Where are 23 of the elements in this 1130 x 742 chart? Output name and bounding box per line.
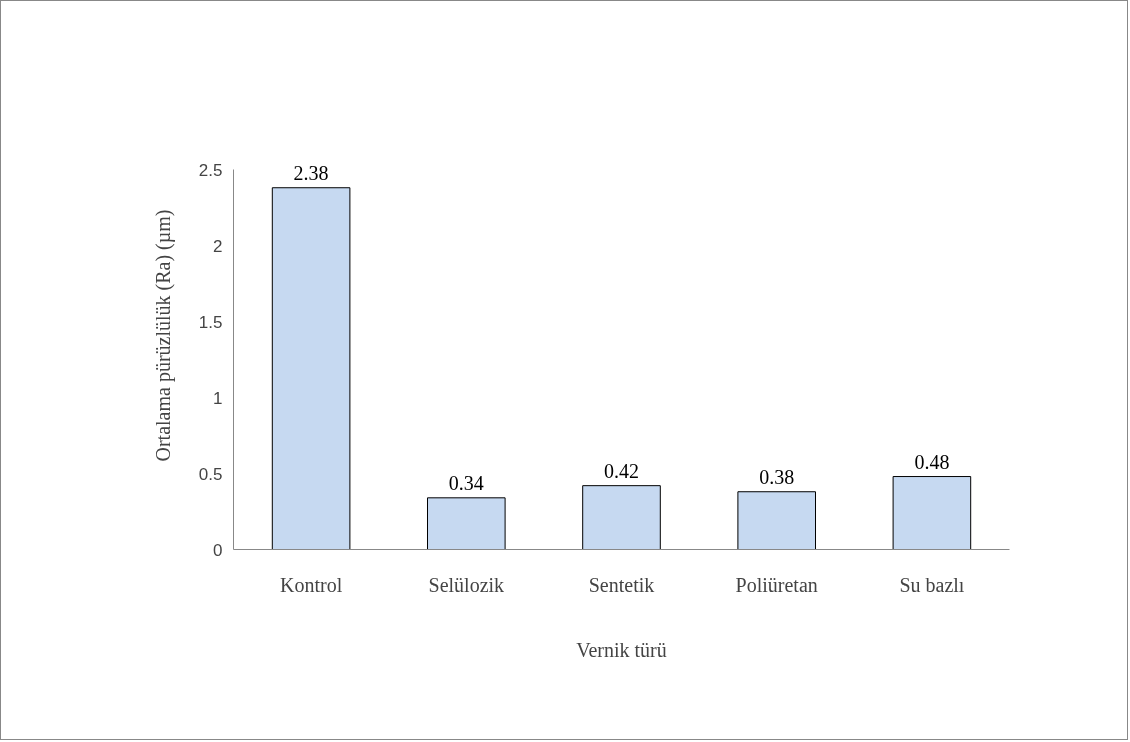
bar bbox=[582, 485, 661, 550]
x-tick-label: Kontrol bbox=[279, 573, 343, 596]
bar bbox=[427, 497, 506, 550]
bar bbox=[892, 476, 972, 550]
x-tick-label: Sentetik bbox=[588, 573, 655, 596]
y-tick-label: 2.5 bbox=[198, 160, 223, 180]
y-tick-label: 1.5 bbox=[198, 312, 223, 332]
y-tick-label: 0 bbox=[213, 540, 223, 560]
y-tick-label: 1 bbox=[213, 388, 223, 408]
y-axis-title: Ortalama pürüzlülük (Ra) (µm) bbox=[151, 209, 175, 462]
data-label: 0.42 bbox=[604, 459, 639, 482]
x-axis-title: Vernik türü bbox=[576, 638, 667, 661]
data-label: 0.48 bbox=[914, 450, 950, 473]
x-tick-label: Poliüretan bbox=[735, 573, 818, 596]
bar bbox=[737, 491, 816, 550]
x-tick-label: Selülozik bbox=[428, 573, 505, 596]
y-tick-label: 0.5 bbox=[198, 464, 223, 484]
data-label: 2.38 bbox=[293, 161, 329, 184]
data-label: 0.38 bbox=[759, 465, 795, 488]
y-tick-label: 2 bbox=[213, 236, 223, 256]
bar bbox=[271, 187, 351, 550]
x-tick-label: Su bazlı bbox=[899, 573, 965, 596]
data-label: 0.34 bbox=[448, 471, 484, 494]
